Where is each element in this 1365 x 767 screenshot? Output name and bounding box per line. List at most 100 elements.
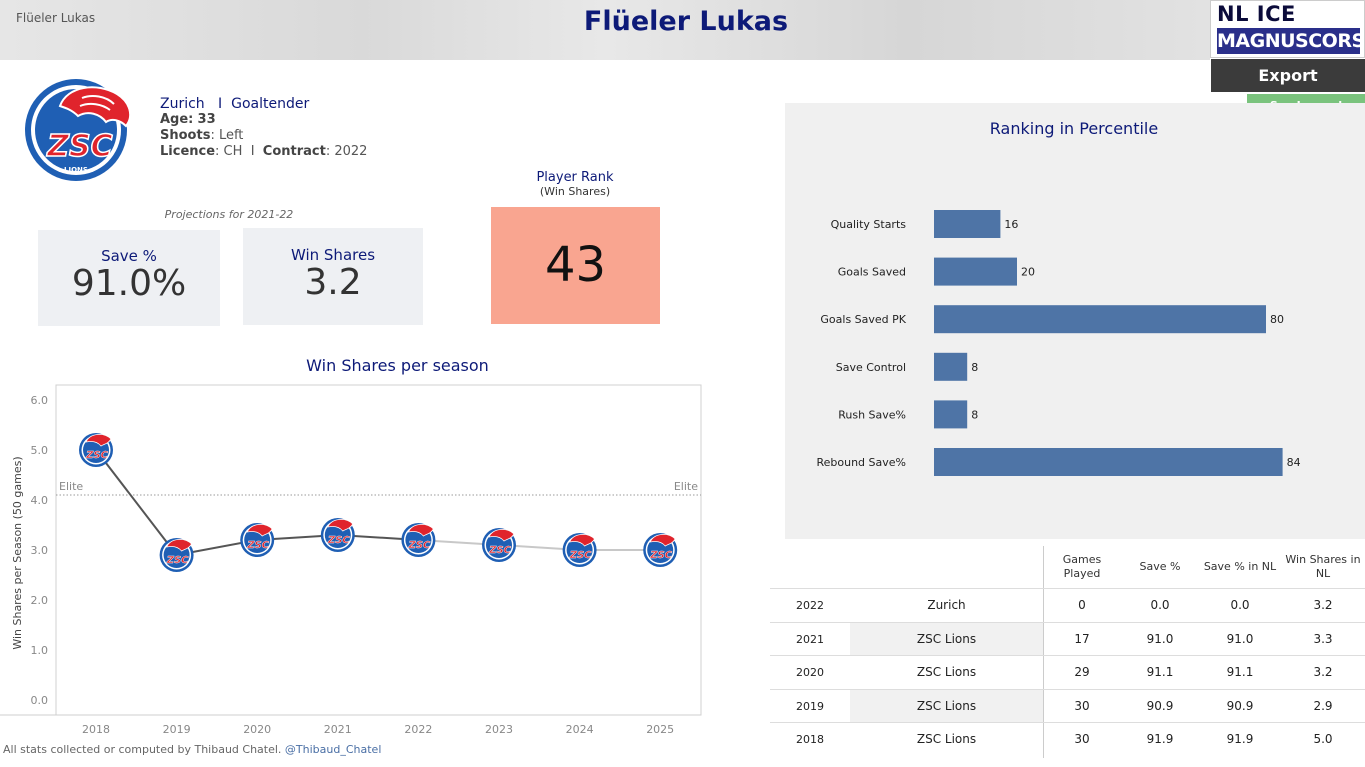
bar-value-label: 84 bbox=[1287, 456, 1301, 469]
save-pct-cell: 90.9 bbox=[1146, 698, 1174, 713]
player-info: Zurich I Goaltender Age: 33 Shoots: Left… bbox=[160, 96, 367, 160]
separator: I bbox=[250, 144, 255, 159]
x-tick-label: 2019 bbox=[163, 723, 191, 736]
ranking-title: Ranking in Percentile bbox=[989, 119, 1159, 138]
games-played-cell: 17 bbox=[1074, 631, 1090, 646]
season-cell: 2019 bbox=[796, 699, 824, 713]
percentile-bar bbox=[934, 352, 968, 381]
col-header-save-pct-nl: Save % in NL bbox=[1203, 560, 1277, 573]
licence-label: Licence bbox=[160, 144, 216, 159]
data-point: ZSC bbox=[482, 528, 516, 562]
win-shares-cell: 5.0 bbox=[1313, 732, 1333, 747]
point-logo-lion bbox=[327, 519, 354, 532]
percentile-bar bbox=[934, 210, 1001, 238]
point-logo-lion bbox=[165, 539, 193, 552]
ws-chart-title: Win Shares per season bbox=[306, 356, 489, 375]
save-pct-nl-cell: 91.9 bbox=[1226, 732, 1254, 747]
save-pct-nl-cell: 91.0 bbox=[1226, 631, 1254, 646]
save-pct-nl-cell: 91.1 bbox=[1226, 665, 1254, 680]
percentile-bar bbox=[934, 400, 968, 429]
point-logo-text: ZSC bbox=[649, 550, 672, 561]
bar-value-label: 8 bbox=[971, 408, 978, 421]
age-label: Age: bbox=[160, 112, 194, 127]
data-point: ZSC bbox=[240, 523, 275, 557]
data-point: ZSC bbox=[643, 533, 678, 567]
season-cell: 2018 bbox=[796, 733, 824, 747]
save-pct-cell: 91.1 bbox=[1146, 665, 1174, 680]
point-logo-text: ZSC bbox=[408, 540, 431, 551]
brand-logo[interactable]: NL ICE DATA MAGNUSCORSI bbox=[1210, 0, 1365, 58]
percentile-bar bbox=[934, 257, 1017, 286]
player-rank-label: Player Rank bbox=[536, 170, 614, 185]
age-line: Age: 33 bbox=[160, 112, 367, 128]
footer-handle[interactable]: @Thibaud_Chatel bbox=[284, 743, 382, 756]
point-logo-lion bbox=[246, 524, 273, 537]
data-point: ZSC bbox=[562, 533, 597, 567]
player-rank-header: Player Rank (Win Shares) bbox=[491, 171, 659, 199]
shoots-label: Shoots bbox=[160, 128, 211, 143]
x-tick-label: 2022 bbox=[404, 723, 432, 736]
elite-label: Elite bbox=[674, 480, 698, 493]
team-logo-text: ZSC bbox=[46, 129, 112, 164]
y-tick-label: 5.0 bbox=[31, 444, 49, 457]
export-button[interactable]: Export bbox=[1211, 59, 1365, 92]
team-cell: ZSC Lions bbox=[916, 665, 977, 680]
x-tick-label: 2018 bbox=[82, 723, 110, 736]
point-logo-text: ZSC bbox=[488, 545, 511, 556]
footer: All stats collected or computed by Thiba… bbox=[3, 743, 381, 756]
player-rank-value: 43 bbox=[491, 207, 660, 324]
bar-category-label: Goals Saved bbox=[838, 266, 906, 279]
season-cell: 2021 bbox=[796, 632, 824, 646]
point-logo-lion bbox=[649, 534, 676, 547]
team-logo-subtext: LIONS bbox=[64, 166, 88, 174]
shoots-value: : Left bbox=[210, 128, 244, 143]
x-tick-label: 2025 bbox=[646, 723, 674, 736]
bar-value-label: 16 bbox=[1004, 218, 1018, 231]
y-tick-label: 3.0 bbox=[31, 544, 49, 557]
save-pct-cell: 0.0 bbox=[1150, 598, 1170, 612]
season-cell: 2020 bbox=[796, 666, 824, 680]
win-shares-chart: 0.0 1.0 2.0 3.0 4.0 5.0 6.0 2018 2019 2020 2021 202… bbox=[0, 384, 702, 736]
percentile-bar bbox=[934, 448, 1283, 476]
bar-category-label: Quality Starts bbox=[831, 218, 907, 231]
season-table: Games Played Save % Save % in NL Win Sha… bbox=[770, 546, 1365, 758]
zsc-lions-logo: ZSC LIONS bbox=[25, 79, 132, 181]
age-value: 33 bbox=[197, 112, 216, 127]
footer-text: All stats collected or computed by Thiba… bbox=[3, 743, 282, 756]
player-team: Zurich bbox=[160, 96, 205, 112]
x-tick-label: 2024 bbox=[566, 723, 594, 736]
save-pct-cell: 91.0 bbox=[1146, 631, 1174, 646]
data-point: ZSC bbox=[401, 523, 436, 557]
save-pct-nl-cell: 0.0 bbox=[1230, 598, 1250, 612]
point-logo-lion bbox=[488, 529, 515, 542]
team-cell: ZSC Lions bbox=[850, 622, 1043, 656]
y-tick-label: 2.0 bbox=[31, 594, 49, 607]
ranking-chart: Quality Starts 16 Goals Saved 20 Goals Saved… bbox=[816, 210, 1301, 476]
bar-category-label: Goals Saved PK bbox=[820, 313, 906, 326]
team-cell: ZSC Lions bbox=[850, 689, 1043, 723]
table-row: 2018 ZSC Lions 30 91.9 91.9 5.0 bbox=[770, 722, 1365, 755]
point-logo-lion bbox=[407, 524, 434, 537]
games-played-cell: 29 bbox=[1074, 665, 1090, 680]
percentile-bar bbox=[934, 305, 1266, 334]
table-row: 2019 ZSC Lions 30 90.9 90.9 2.9 bbox=[770, 688, 1365, 723]
save-pct-card: Save % 91.0% bbox=[38, 230, 220, 326]
bar-value-label: 80 bbox=[1270, 313, 1284, 326]
point-logo-text: ZSC bbox=[246, 540, 269, 551]
y-axis-title: Win Shares per Season (50 games) bbox=[11, 456, 24, 649]
y-tick-label: 4.0 bbox=[31, 494, 49, 507]
y-tick-label: 0.0 bbox=[31, 694, 49, 707]
x-tick-label: 2021 bbox=[324, 723, 352, 736]
team-position-line: Zurich I Goaltender bbox=[160, 96, 367, 112]
data-point: ZSC bbox=[320, 518, 355, 552]
point-logo-text: ZSC bbox=[327, 535, 350, 546]
table-divider bbox=[1043, 546, 1044, 758]
save-pct-label: Save % bbox=[101, 247, 157, 265]
games-played-cell: 30 bbox=[1074, 732, 1090, 747]
col-header-games-played: Games Played bbox=[1062, 553, 1102, 580]
games-played-cell: 0 bbox=[1078, 598, 1086, 612]
point-logo-text: ZSC bbox=[569, 550, 592, 561]
bar-value-label: 8 bbox=[971, 361, 978, 374]
licence-value: : CH bbox=[215, 144, 243, 159]
data-point: ZSC bbox=[159, 538, 194, 572]
